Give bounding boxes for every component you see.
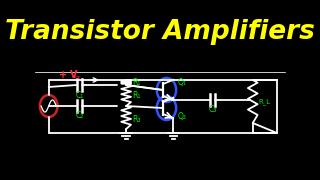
Text: +: + [59, 70, 67, 80]
Text: V: V [70, 70, 77, 80]
Text: cc: cc [75, 75, 82, 80]
Text: R₃: R₃ [132, 115, 140, 124]
Text: R₁: R₁ [132, 78, 140, 87]
Text: R_L: R_L [259, 98, 270, 105]
Text: C₁: C₁ [76, 91, 84, 100]
Text: C₂: C₂ [76, 111, 84, 120]
Text: Q₂: Q₂ [178, 111, 187, 120]
Text: Q₁: Q₁ [178, 78, 187, 87]
Text: Transistor Amplifiers: Transistor Amplifiers [5, 19, 315, 45]
Text: C₃: C₃ [208, 105, 217, 114]
Text: R₁: R₁ [132, 91, 140, 100]
